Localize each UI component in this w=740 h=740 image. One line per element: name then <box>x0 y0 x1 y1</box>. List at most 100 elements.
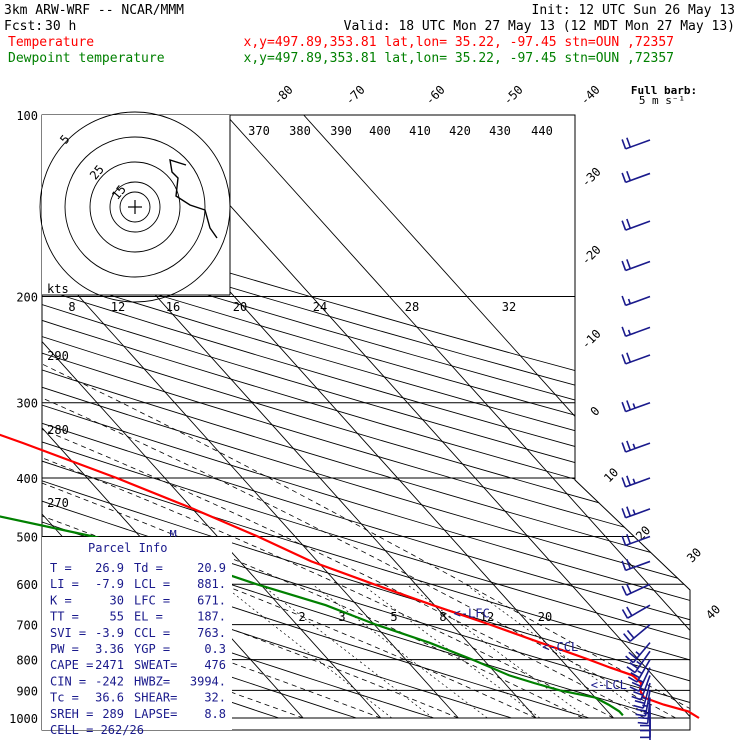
mixing-ratio-line <box>221 583 393 719</box>
isotherm-label: 10 <box>601 465 621 485</box>
hodograph-ring <box>64 136 206 278</box>
forecast-label: Fcst: <box>4 19 43 34</box>
wind-barb <box>621 604 651 619</box>
dewpoint-location: x,y=497.89,353.81 lat,lon= 35.22, -97.45… <box>244 51 674 66</box>
dry-adiabat <box>42 115 512 719</box>
pressure-label-900: 900 <box>16 684 38 698</box>
moist-adiabat <box>42 296 583 719</box>
dry-adiabat <box>42 115 690 719</box>
temperature-axis-label: 8 <box>68 300 75 314</box>
hodograph-ring <box>39 111 231 303</box>
wind-barb <box>621 583 651 596</box>
moist-adiabat <box>42 296 676 719</box>
parcel-value: HWBZ= <box>134 674 170 688</box>
isotherm-label: 0 <box>588 404 603 419</box>
dry-adiabat <box>42 115 690 719</box>
parcel-value: TT = <box>50 610 79 624</box>
wind-barb <box>621 506 651 519</box>
dry-adiabat <box>42 115 690 719</box>
parcel-value: CAPE = <box>50 658 93 672</box>
hodograph-ring <box>89 161 181 253</box>
parcel-value: 26.9 <box>95 561 124 575</box>
parcel-value: 476 <box>204 658 226 672</box>
dewpoint-legend: Dewpoint temperature <box>8 51 165 66</box>
wind-barb <box>621 558 651 572</box>
pressure-labels: 100 200 300 400 500 600 700 800 900 1000 <box>9 109 38 726</box>
temperature-axis-label: 24 <box>313 300 327 314</box>
parcel-value: EL = <box>134 610 163 624</box>
dry-adiabat <box>42 115 690 719</box>
temperature-location: x,y=497.89,353.81 lat,lon= 35.22, -97.45… <box>244 35 674 50</box>
init-time: Init: 12 UTC Sun 26 May 13 <box>532 3 736 18</box>
parcel-value: 8.8 <box>204 707 226 721</box>
isotherm <box>42 115 382 719</box>
parcel-value: -7.9 <box>95 577 124 591</box>
parcel-value: SHEAR= <box>134 691 177 705</box>
parcel-value: -242 <box>95 674 124 688</box>
isotherm-label: -80 <box>271 83 296 108</box>
wind-barb <box>621 218 651 231</box>
theta-label: 270 <box>47 496 69 510</box>
mixing-ratio-label: 20 <box>538 610 552 624</box>
parcel-value: K = <box>50 593 72 607</box>
parcel-value: LI = <box>50 577 79 591</box>
dry-adiabat <box>42 115 435 719</box>
mixing-ratio-label: 12 <box>480 610 494 624</box>
temperature-axis-label: 28 <box>405 300 419 314</box>
parcel-value: CCL = <box>134 626 170 640</box>
parcel-value: 3.36 <box>95 642 124 656</box>
parcel-value: 671. <box>197 593 226 607</box>
parcel-value: LFC = <box>134 593 170 607</box>
isotherm-label: -20 <box>579 243 604 268</box>
parcel-value: SREH = <box>50 707 93 721</box>
dry-adiabat <box>42 115 690 719</box>
wind-barb <box>629 667 651 692</box>
pressure-label-400: 400 <box>16 472 38 486</box>
theta-e-label: 420 <box>449 124 471 138</box>
theta-e-label: 410 <box>409 124 431 138</box>
wind-barb <box>623 623 651 642</box>
dry-adiabat <box>42 115 690 719</box>
wind-barb <box>640 704 651 732</box>
isotherm-label: -30 <box>579 165 604 190</box>
theta-e-label: 390 <box>330 124 352 138</box>
isotherm-label: 40 <box>703 602 723 622</box>
isotherm <box>148 115 690 719</box>
parcel-value: 32. <box>204 691 226 705</box>
wind-barb <box>621 440 651 453</box>
wind-barb <box>621 170 651 184</box>
pressure-label-100: 100 <box>16 109 38 123</box>
theta-e-label: 430 <box>489 124 511 138</box>
theta-e-label: 370 <box>248 124 270 138</box>
dry-adiabat <box>42 115 690 719</box>
barb-legend-title: Full barb: <box>631 84 697 97</box>
temperature-axis-label: 12 <box>111 300 125 314</box>
isotherm-label: -70 <box>343 83 368 108</box>
dry-adiabat <box>42 115 690 719</box>
wind-barb <box>626 650 651 674</box>
mixing-ratio-line <box>406 583 588 719</box>
parcel-value: 2471 <box>95 658 124 672</box>
wind-barb <box>621 295 651 307</box>
parcel-value: 187. <box>197 610 226 624</box>
wind-barb <box>621 400 651 413</box>
parcel-value: LCL = <box>134 577 170 591</box>
pressure-label-500: 500 <box>16 530 38 544</box>
valid-time: Valid: 18 UTC Mon 27 May 13 (12 MDT Mon … <box>344 19 735 34</box>
parcel-value: 763. <box>197 626 226 640</box>
level-marker: <-LFC <box>454 607 490 621</box>
dry-adiabat <box>42 115 690 719</box>
mixing-ratio-label: 2 <box>298 610 305 624</box>
mixing-ratio-line <box>361 583 541 719</box>
isotherm-label: -50 <box>501 83 526 108</box>
wind-barb <box>625 642 651 664</box>
model-title: 3km ARW-WRF -- NCAR/MMM <box>4 3 184 18</box>
wind-barb <box>635 690 651 717</box>
dry-adiabat <box>42 115 690 719</box>
level-marker: <-CCL <box>542 640 578 654</box>
parcel-value: SWEAT= <box>134 658 177 672</box>
parcel-value: 3994. <box>190 674 226 688</box>
isotherm-label: 30 <box>684 545 704 565</box>
